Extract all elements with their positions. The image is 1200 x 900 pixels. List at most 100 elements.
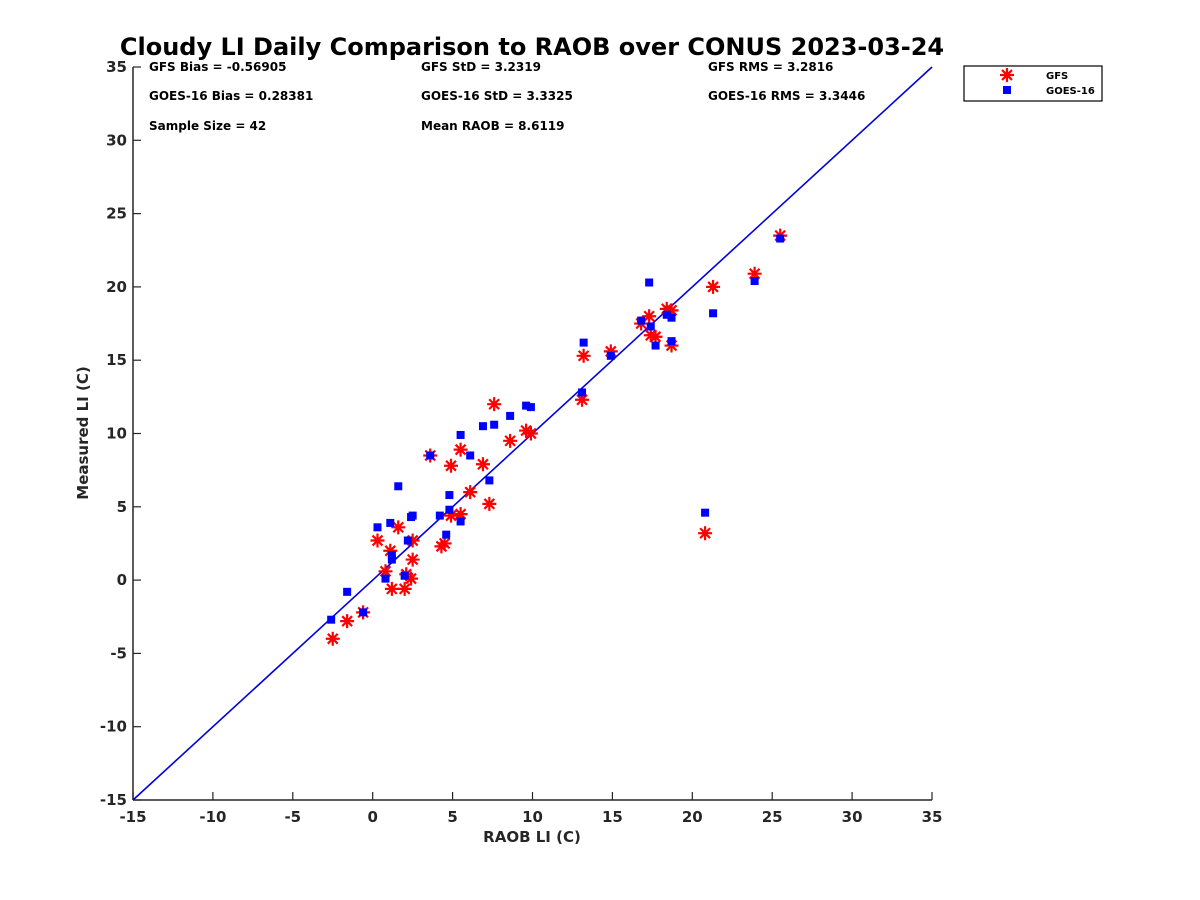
goes-16-point — [662, 310, 671, 319]
gfs-point — [575, 392, 590, 407]
goes-16-point — [667, 337, 676, 346]
gfs-point — [404, 571, 419, 586]
legend: GFS GOES-16 — [963, 65, 1103, 102]
gfs-point — [391, 520, 406, 535]
y-tick-label: 15 — [106, 351, 127, 369]
x-tick-label: -15 — [119, 808, 146, 826]
gfs-point — [659, 301, 674, 316]
x-tick-label: 20 — [682, 808, 703, 826]
goes-16-point — [408, 511, 417, 520]
gfs-point — [384, 581, 399, 596]
gfs-point — [698, 526, 713, 541]
goes-16-point — [490, 420, 499, 429]
goes-16-point — [456, 430, 465, 439]
stat-gfs-bias: GFS Bias = -0.56905 — [149, 60, 286, 74]
gfs-point — [603, 344, 618, 359]
gfs-point — [664, 338, 679, 353]
goes-16-point — [445, 491, 454, 500]
legend-gfs-label: GFS — [1046, 71, 1068, 82]
gfs-point — [397, 581, 412, 596]
gfs-point — [706, 279, 721, 294]
gfs-point — [482, 496, 497, 511]
legend-goes-label: GOES-16 — [1046, 86, 1095, 97]
y-tick-label: 25 — [106, 205, 127, 223]
gfs-point — [503, 433, 518, 448]
goes-16-point — [343, 587, 352, 596]
goes-16-point — [651, 341, 660, 350]
legend-gfs-asterisk — [1000, 68, 1014, 82]
goes-16-point — [667, 313, 676, 322]
gfs-point — [487, 397, 502, 412]
goes-16-point — [435, 511, 444, 520]
goes-16-point — [400, 571, 409, 580]
x-tick-label: 5 — [447, 808, 457, 826]
y-tick-label: 10 — [106, 425, 127, 443]
goes-16-point — [456, 517, 465, 526]
goes-16-point — [445, 505, 454, 514]
gfs-point — [444, 458, 459, 473]
goes-16-point — [403, 536, 412, 545]
y-tick-label: 0 — [117, 571, 127, 589]
legend-goes-marker — [1003, 86, 1011, 94]
gfs-point — [383, 543, 398, 558]
gfs-point — [475, 457, 490, 472]
goes-16-point — [426, 451, 435, 460]
goes-16-point — [522, 401, 531, 410]
stat-gfs-rms: GFS RMS = 3.2816 — [708, 60, 833, 74]
goes-16-point — [606, 351, 615, 360]
goes-16-point — [394, 482, 403, 491]
x-tick-label: 0 — [367, 808, 377, 826]
goes-16-point — [578, 388, 587, 397]
gfs-point — [444, 508, 459, 523]
goes-16-point — [373, 523, 382, 532]
goes-16-point — [386, 518, 395, 527]
stat-sample-size: Sample Size = 42 — [149, 119, 266, 133]
y-tick-label: 35 — [106, 58, 127, 76]
goes-16-point — [637, 316, 646, 325]
x-ticks: -15 -10 -5 0 5 10 15 20 25 30 35 — [119, 792, 942, 826]
y-tick-label: 30 — [106, 131, 127, 149]
gfs-point — [523, 426, 538, 441]
chart-title: Cloudy LI Daily Comparison to RAOB over … — [120, 33, 944, 61]
gfs-point — [405, 533, 420, 548]
goes-16-point — [701, 508, 710, 517]
x-tick-label: 10 — [522, 808, 543, 826]
x-tick-label: 15 — [602, 808, 623, 826]
y-tick-label: 5 — [117, 498, 127, 516]
goes-16-point — [466, 451, 475, 460]
goes-16-point — [645, 278, 654, 287]
stat-goes-bias: GOES-16 Bias = 0.28381 — [149, 89, 313, 103]
stat-gfs-std: GFS StD = 3.2319 — [421, 60, 541, 74]
gfs-point — [378, 564, 393, 579]
goes-16-point — [646, 322, 655, 331]
legend-box — [963, 65, 1103, 102]
gfs-point — [519, 423, 534, 438]
y-axis-label: Measured LI (C) — [74, 366, 92, 499]
gfs-point — [405, 552, 420, 567]
goes-16-point — [381, 574, 390, 583]
goes-16-point — [359, 608, 368, 617]
goes-16-point — [387, 555, 396, 564]
goes-16-point — [442, 530, 451, 539]
goes-16-point — [387, 551, 396, 560]
y-tick-label: -15 — [100, 791, 127, 809]
x-tick-label: -5 — [284, 808, 301, 826]
x-tick-label: 35 — [922, 808, 943, 826]
goes-16-point — [776, 234, 785, 243]
gfs-point — [453, 442, 468, 457]
y-tick-label: -10 — [100, 718, 127, 736]
goes-16-point — [709, 309, 718, 318]
goes-16-point — [526, 403, 535, 412]
gfs-point — [463, 485, 478, 500]
gfs-point — [747, 266, 762, 281]
gfs-point — [664, 303, 679, 318]
gfs-point — [643, 328, 658, 343]
y-tick-label: -5 — [110, 644, 127, 662]
goes-16-point — [485, 476, 494, 485]
goes-16-point — [478, 422, 487, 431]
series-goes-16 — [327, 234, 785, 624]
gfs-point — [648, 329, 663, 344]
gfs-point — [340, 614, 355, 629]
